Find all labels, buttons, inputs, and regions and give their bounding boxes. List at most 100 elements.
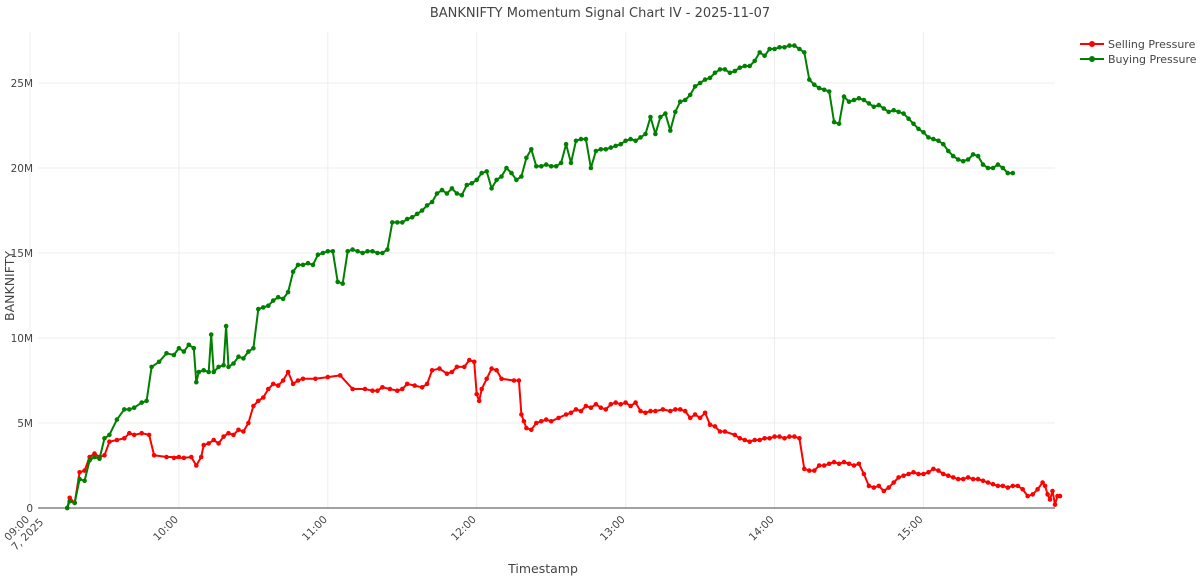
- data-point: [246, 349, 251, 354]
- data-point: [901, 473, 906, 479]
- data-point: [216, 364, 221, 370]
- data-point: [92, 454, 97, 460]
- data-point: [489, 366, 494, 371]
- data-point: [1045, 492, 1050, 497]
- data-point: [251, 345, 256, 351]
- data-point: [201, 442, 206, 448]
- data-point: [767, 436, 772, 441]
- data-point: [752, 58, 757, 64]
- data-point: [846, 99, 852, 104]
- data-point: [876, 483, 882, 489]
- data-point: [663, 111, 668, 116]
- data-point: [836, 461, 842, 467]
- data-point: [280, 378, 286, 383]
- data-point: [573, 407, 579, 412]
- data-point: [290, 269, 296, 275]
- data-point: [290, 381, 296, 387]
- data-point: [548, 419, 554, 424]
- data-point: [548, 164, 554, 169]
- data-point: [871, 485, 877, 490]
- data-point: [692, 84, 698, 89]
- data-point: [489, 186, 494, 191]
- data-point: [831, 119, 837, 125]
- data-point: [255, 306, 261, 312]
- data-point: [305, 260, 311, 266]
- data-point: [181, 349, 187, 354]
- data-point: [479, 170, 485, 176]
- data-point: [434, 191, 440, 196]
- data-point: [194, 379, 199, 385]
- data-point: [114, 437, 120, 443]
- data-point: [181, 455, 187, 461]
- data-point: [816, 463, 822, 468]
- data-point: [946, 148, 951, 154]
- data-point: [777, 434, 782, 439]
- data-point: [677, 99, 683, 104]
- data-point: [836, 121, 842, 127]
- data-point: [603, 147, 609, 152]
- legend[interactable]: Selling Pressure Buying Pressure: [1080, 38, 1197, 66]
- data-point: [387, 386, 393, 392]
- y-tick-label: 20M: [11, 163, 33, 175]
- data-point: [970, 152, 976, 157]
- data-point: [802, 466, 807, 472]
- data-point: [419, 208, 425, 213]
- data-point: [467, 357, 472, 363]
- data-point: [208, 332, 214, 337]
- data-point: [752, 437, 757, 443]
- data-point: [127, 407, 132, 412]
- data-point: [623, 138, 628, 144]
- data-point: [950, 475, 956, 480]
- data-point: [499, 174, 504, 179]
- data-point: [350, 247, 355, 252]
- data-point: [241, 429, 246, 434]
- data-point: [67, 498, 72, 504]
- data-point: [539, 164, 544, 169]
- data-point: [223, 323, 229, 329]
- data-point: [826, 89, 832, 94]
- data-point: [1000, 165, 1006, 171]
- data-point: [300, 262, 306, 268]
- data-point: [390, 220, 395, 225]
- data-point: [87, 454, 92, 460]
- data-point: [72, 500, 77, 506]
- data-point: [816, 85, 822, 91]
- data-point: [151, 453, 157, 458]
- data-point: [941, 141, 946, 147]
- data-point: [375, 388, 380, 394]
- data-point: [975, 153, 981, 159]
- data-point: [102, 453, 107, 458]
- data-point: [886, 109, 891, 115]
- data-point: [687, 92, 693, 98]
- data-point: [682, 97, 688, 103]
- data-point: [449, 186, 455, 191]
- data-point: [623, 400, 628, 405]
- data-point: [231, 361, 236, 366]
- data-point: [211, 369, 216, 375]
- y-axis-title: BANKNIFTY: [2, 251, 17, 321]
- data-point: [980, 162, 986, 167]
- legend-item-buying-pressure[interactable]: Buying Pressure: [1080, 53, 1197, 66]
- data-point: [613, 400, 618, 405]
- data-point: [747, 63, 752, 69]
- data-point: [916, 126, 921, 132]
- data-point: [702, 410, 708, 416]
- data-point: [270, 381, 276, 387]
- data-point: [777, 45, 782, 50]
- data-point: [437, 366, 442, 371]
- data-point: [509, 170, 514, 176]
- data-point: [469, 181, 475, 186]
- data-point: [543, 162, 549, 167]
- data-point: [360, 250, 365, 256]
- data-point: [196, 369, 202, 375]
- data-point: [139, 400, 144, 405]
- series-buying-pressure: [64, 43, 1016, 511]
- data-point: [792, 434, 797, 439]
- data-point: [643, 131, 648, 137]
- data-point: [687, 415, 693, 421]
- legend-item-selling-pressure[interactable]: Selling Pressure: [1080, 38, 1196, 51]
- data-point: [275, 294, 281, 300]
- data-point: [762, 436, 767, 441]
- legend-label: Selling Pressure: [1108, 38, 1196, 51]
- data-point: [1052, 502, 1058, 507]
